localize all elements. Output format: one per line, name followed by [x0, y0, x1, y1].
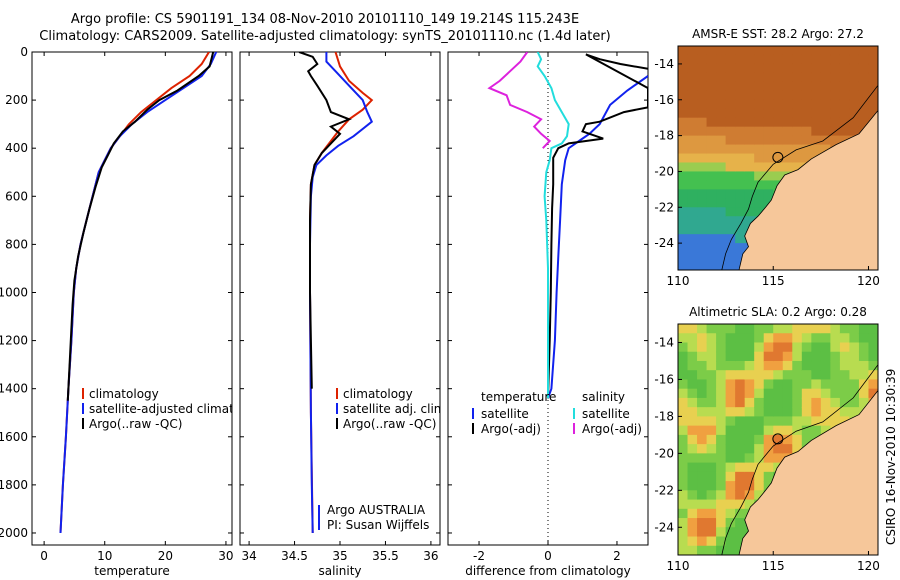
map-x-tick-label: 120	[857, 559, 880, 573]
map-y-tick-label: -18	[654, 129, 674, 143]
legend-label: climatology	[343, 387, 413, 401]
map-y-tick-label: -22	[654, 483, 674, 497]
series-argo-raw-qc-	[66, 52, 215, 401]
map-title: AMSR-E SST: 28.2 Argo: 27.2	[692, 27, 864, 41]
series-salinity-argo-adj-	[487, 52, 552, 149]
map-y-tick-label: -20	[654, 164, 674, 178]
argo-position-marker	[772, 151, 784, 163]
map-frame	[677, 323, 879, 556]
legend-label: satellite-adjusted climatology	[89, 402, 267, 416]
argo-position-marker	[772, 433, 784, 445]
x-axis-label: difference from climatology	[465, 564, 631, 578]
x-tick-label: 2	[613, 549, 621, 563]
map-x-tick-label: 110	[667, 274, 690, 288]
map-y-tick-label: -14	[654, 335, 674, 349]
annotation-text: PI: Susan Wijffels	[327, 518, 429, 532]
shelf-contour	[721, 364, 878, 555]
x-tick-label: 20	[158, 549, 173, 563]
land-mass	[738, 109, 878, 270]
x-tick-label: 0	[40, 549, 48, 563]
map-field	[678, 46, 878, 270]
series-temperature-argo-adj-	[547, 53, 648, 399]
footer-timestamp: CSIRO 16-Nov-2010 10:30:39	[884, 368, 898, 545]
map-x-tick-label: 115	[762, 274, 785, 288]
map-x-tick-label: 120	[857, 274, 880, 288]
panel-temperature: 0 10 20 30 0 200 400 600 800 1000 1200 1400 1600 1800…	[0, 45, 267, 578]
y-tick-label: 1400	[0, 382, 28, 396]
map-y-tick-label: -20	[654, 446, 674, 460]
legend-label: Argo(-adj)	[481, 422, 541, 436]
sst-map: AMSR-E SST: 28.2 Argo: 27.2 110 115 120 -14 -…	[654, 27, 880, 288]
x-tick-label: 34	[241, 549, 256, 563]
map-y-tick-label: -14	[654, 57, 674, 71]
legend-label: Argo(..raw -QC)	[89, 417, 182, 431]
x-tick-label: 30	[218, 549, 233, 563]
panel-frame	[239, 51, 441, 546]
y-tick-label: 600	[5, 189, 28, 203]
y-tick-label: 1200	[0, 334, 28, 348]
x-tick-label: 35.5	[372, 549, 399, 563]
legend-label: satellite	[582, 407, 630, 421]
map-title: Altimetric SLA: 0.2 Argo: 0.28	[689, 305, 867, 319]
map-y-tick-label: -16	[654, 372, 674, 386]
map-x-tick-label: 115	[762, 559, 785, 573]
y-tick-label: 2000	[0, 526, 28, 540]
x-tick-label: 0	[544, 549, 552, 563]
y-tick-label: 1800	[0, 478, 28, 492]
series-argo-raw-qc-	[298, 52, 352, 389]
panel-salinity: 34 34.5 35 35.5 36 salinity climatologysatelli…	[239, 51, 449, 578]
land-mass	[738, 389, 878, 555]
map-y-tick-label: -18	[654, 409, 674, 423]
map-field	[678, 324, 878, 555]
x-tick-label: 10	[97, 549, 112, 563]
series-salinity-satellite	[536, 52, 570, 399]
legend-label: satellite	[481, 407, 529, 421]
x-axis-label: salinity	[318, 564, 361, 578]
y-tick-label: 0	[20, 45, 28, 59]
map-frame	[677, 45, 879, 271]
legend-label: Argo(..raw -QC)	[343, 417, 436, 431]
map-y-tick-label: -24	[654, 236, 674, 250]
x-tick-label: 35	[332, 549, 347, 563]
legend-heading: salinity	[582, 390, 625, 404]
legend-label: climatology	[89, 387, 159, 401]
x-tick-label: -2	[473, 549, 485, 563]
x-axis-label: temperature	[94, 564, 169, 578]
annotation-text: Argo AUSTRALIA	[327, 503, 426, 517]
legend-label: Argo(-adj)	[582, 422, 642, 436]
y-tick-label: 200	[5, 93, 28, 107]
map-y-tick-label: -16	[654, 93, 674, 107]
legend-heading: temperature	[481, 390, 556, 404]
y-tick-label: 800	[5, 237, 28, 251]
legend-label: satellite adj. clim.	[343, 402, 449, 416]
y-tick-label: 1000	[0, 285, 28, 299]
shelf-contour	[721, 85, 878, 270]
map-y-tick-label: -22	[654, 200, 674, 214]
x-tick-label: 34.5	[281, 549, 308, 563]
y-tick-label: 400	[5, 141, 28, 155]
sla-map: Altimetric SLA: 0.2 Argo: 0.28 110 115 120 -…	[654, 305, 880, 573]
panel-frame	[31, 51, 233, 546]
map-y-tick-label: -24	[654, 520, 674, 534]
map-x-tick-label: 110	[667, 559, 690, 573]
chart-title-line2: Climatology: CARS2009. Satellite-adjuste…	[39, 29, 611, 44]
series-temperature-satellite	[547, 75, 648, 399]
chart-title-line1: Argo profile: CS 5901191_134 08-Nov-2010…	[70, 12, 580, 27]
y-tick-label: 1600	[0, 430, 28, 444]
x-tick-label: 36	[423, 549, 438, 563]
